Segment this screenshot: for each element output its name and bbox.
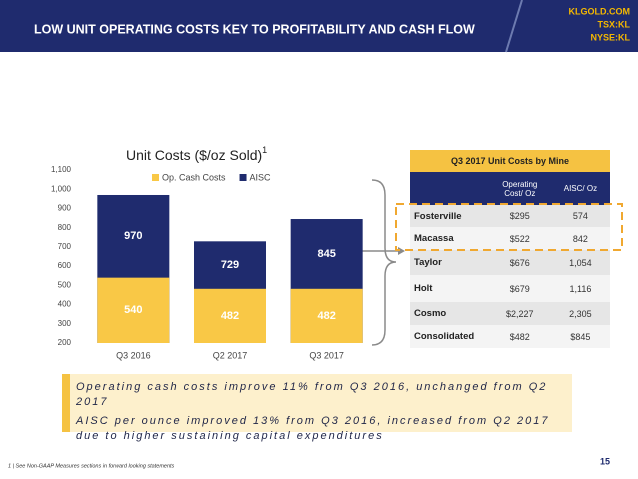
table-cell: $2,227 — [506, 308, 534, 319]
value-label: 482 — [221, 310, 239, 322]
table-row: Consolidated $482 $845 — [410, 325, 610, 348]
y-tick-label: 1,000 — [51, 184, 72, 193]
y-tick-label: 400 — [58, 300, 72, 309]
x-tick-label: Q2 2017 — [213, 350, 248, 360]
chart-title: Unit Costs ($/oz Sold)1 — [126, 145, 267, 162]
table-title-row: Q3 2017 Unit Costs by Mine — [410, 150, 610, 172]
mine-name: Consolidated — [414, 331, 475, 342]
legend-label: Op. Cash Costs — [162, 172, 226, 182]
table-row: Holt $679 1,116 — [410, 275, 610, 302]
table-cell: $676 — [509, 257, 530, 268]
table-cell: $679 — [509, 283, 530, 294]
y-tick-label: 800 — [58, 223, 72, 232]
slide-title: LOW UNIT OPERATING COSTS KEY TO PROFITAB… — [34, 22, 475, 36]
table-title: Q3 2017 Unit Costs by Mine — [450, 156, 570, 166]
y-tick-label: 1,100 — [51, 165, 72, 174]
banner-divider — [505, 0, 523, 53]
banner — [0, 0, 638, 52]
table-cell: 2,305 — [569, 308, 592, 319]
header-link: NYSE:KL — [590, 32, 630, 42]
table-row: Cosmo $2,227 2,305 — [410, 302, 610, 325]
y-tick-label: 500 — [58, 280, 72, 289]
mine-name: Macassa — [414, 233, 454, 244]
bar — [97, 277, 170, 343]
legend-label: AISC — [250, 172, 272, 182]
arrow-head — [398, 247, 405, 255]
table-cell: $522 — [509, 233, 530, 244]
bracket — [371, 179, 397, 346]
mine-name: Cosmo — [414, 308, 447, 319]
table-row: Taylor $676 1,054 — [410, 250, 610, 275]
y-tick-label: 900 — [58, 204, 72, 213]
table-cell: 574 — [572, 211, 588, 221]
x-tick-label: Q3 2017 — [309, 350, 344, 360]
column-header: Operating Cost/ Oz — [502, 179, 538, 198]
header-link: KLGOLD.COM — [569, 6, 631, 16]
mine-name: Taylor — [414, 257, 442, 268]
bar — [290, 288, 363, 343]
value-label: 845 — [317, 248, 335, 260]
bar — [194, 288, 266, 343]
table-row: Fosterville $295 574 — [410, 205, 610, 227]
chart-title-note: 1 — [262, 145, 267, 155]
cost-table: Q3 2017 Unit Costs by Mine Operating Cost… — [410, 150, 610, 348]
y-tick-label: 600 — [58, 261, 72, 270]
mine-name: Holt — [414, 283, 433, 294]
header-cell — [410, 172, 489, 205]
callout-line: AISC per ounce improved 13% from Q3 2016… — [76, 415, 550, 442]
y-tick-label: 200 — [58, 338, 72, 347]
page-number: 15 — [600, 456, 610, 466]
table-cell: $295 — [509, 211, 530, 221]
value-label: 729 — [221, 259, 239, 271]
legend-swatch — [152, 174, 159, 181]
footnote: 1 | See Non-GAAP Measures sections in fo… — [8, 463, 175, 469]
value-label: 482 — [317, 310, 335, 322]
table-cell: 842 — [572, 233, 588, 244]
chart-title-text: Unit Costs ($/oz Sold) — [126, 147, 262, 163]
y-tick-label: 300 — [58, 319, 72, 328]
table-cell: 1,054 — [569, 257, 592, 268]
callout-bar — [62, 374, 70, 432]
callout: Operating cash costs improve 11% from Q3… — [76, 380, 566, 448]
legend-swatch — [239, 174, 247, 181]
y-tick-label: 700 — [58, 242, 72, 251]
column-header: AISC/ Oz — [563, 184, 598, 193]
value-label: 970 — [124, 230, 142, 242]
table-cell: $482 — [509, 331, 530, 342]
callout-box — [62, 374, 572, 432]
mine-name: Fosterville — [414, 210, 462, 222]
table-cell: 1,116 — [569, 283, 592, 294]
value-label: 540 — [124, 304, 142, 316]
callout-line: Operating cash costs improve 11% from Q3… — [76, 381, 548, 408]
table-header-row: Operating Cost/ Oz AISC/ Oz — [410, 172, 610, 205]
table-cell: $845 — [570, 331, 591, 342]
table-row: Macassa $522 842 — [410, 227, 610, 250]
header-link: TSX:KL — [598, 19, 631, 29]
x-tick-label: Q3 2016 — [116, 350, 151, 360]
